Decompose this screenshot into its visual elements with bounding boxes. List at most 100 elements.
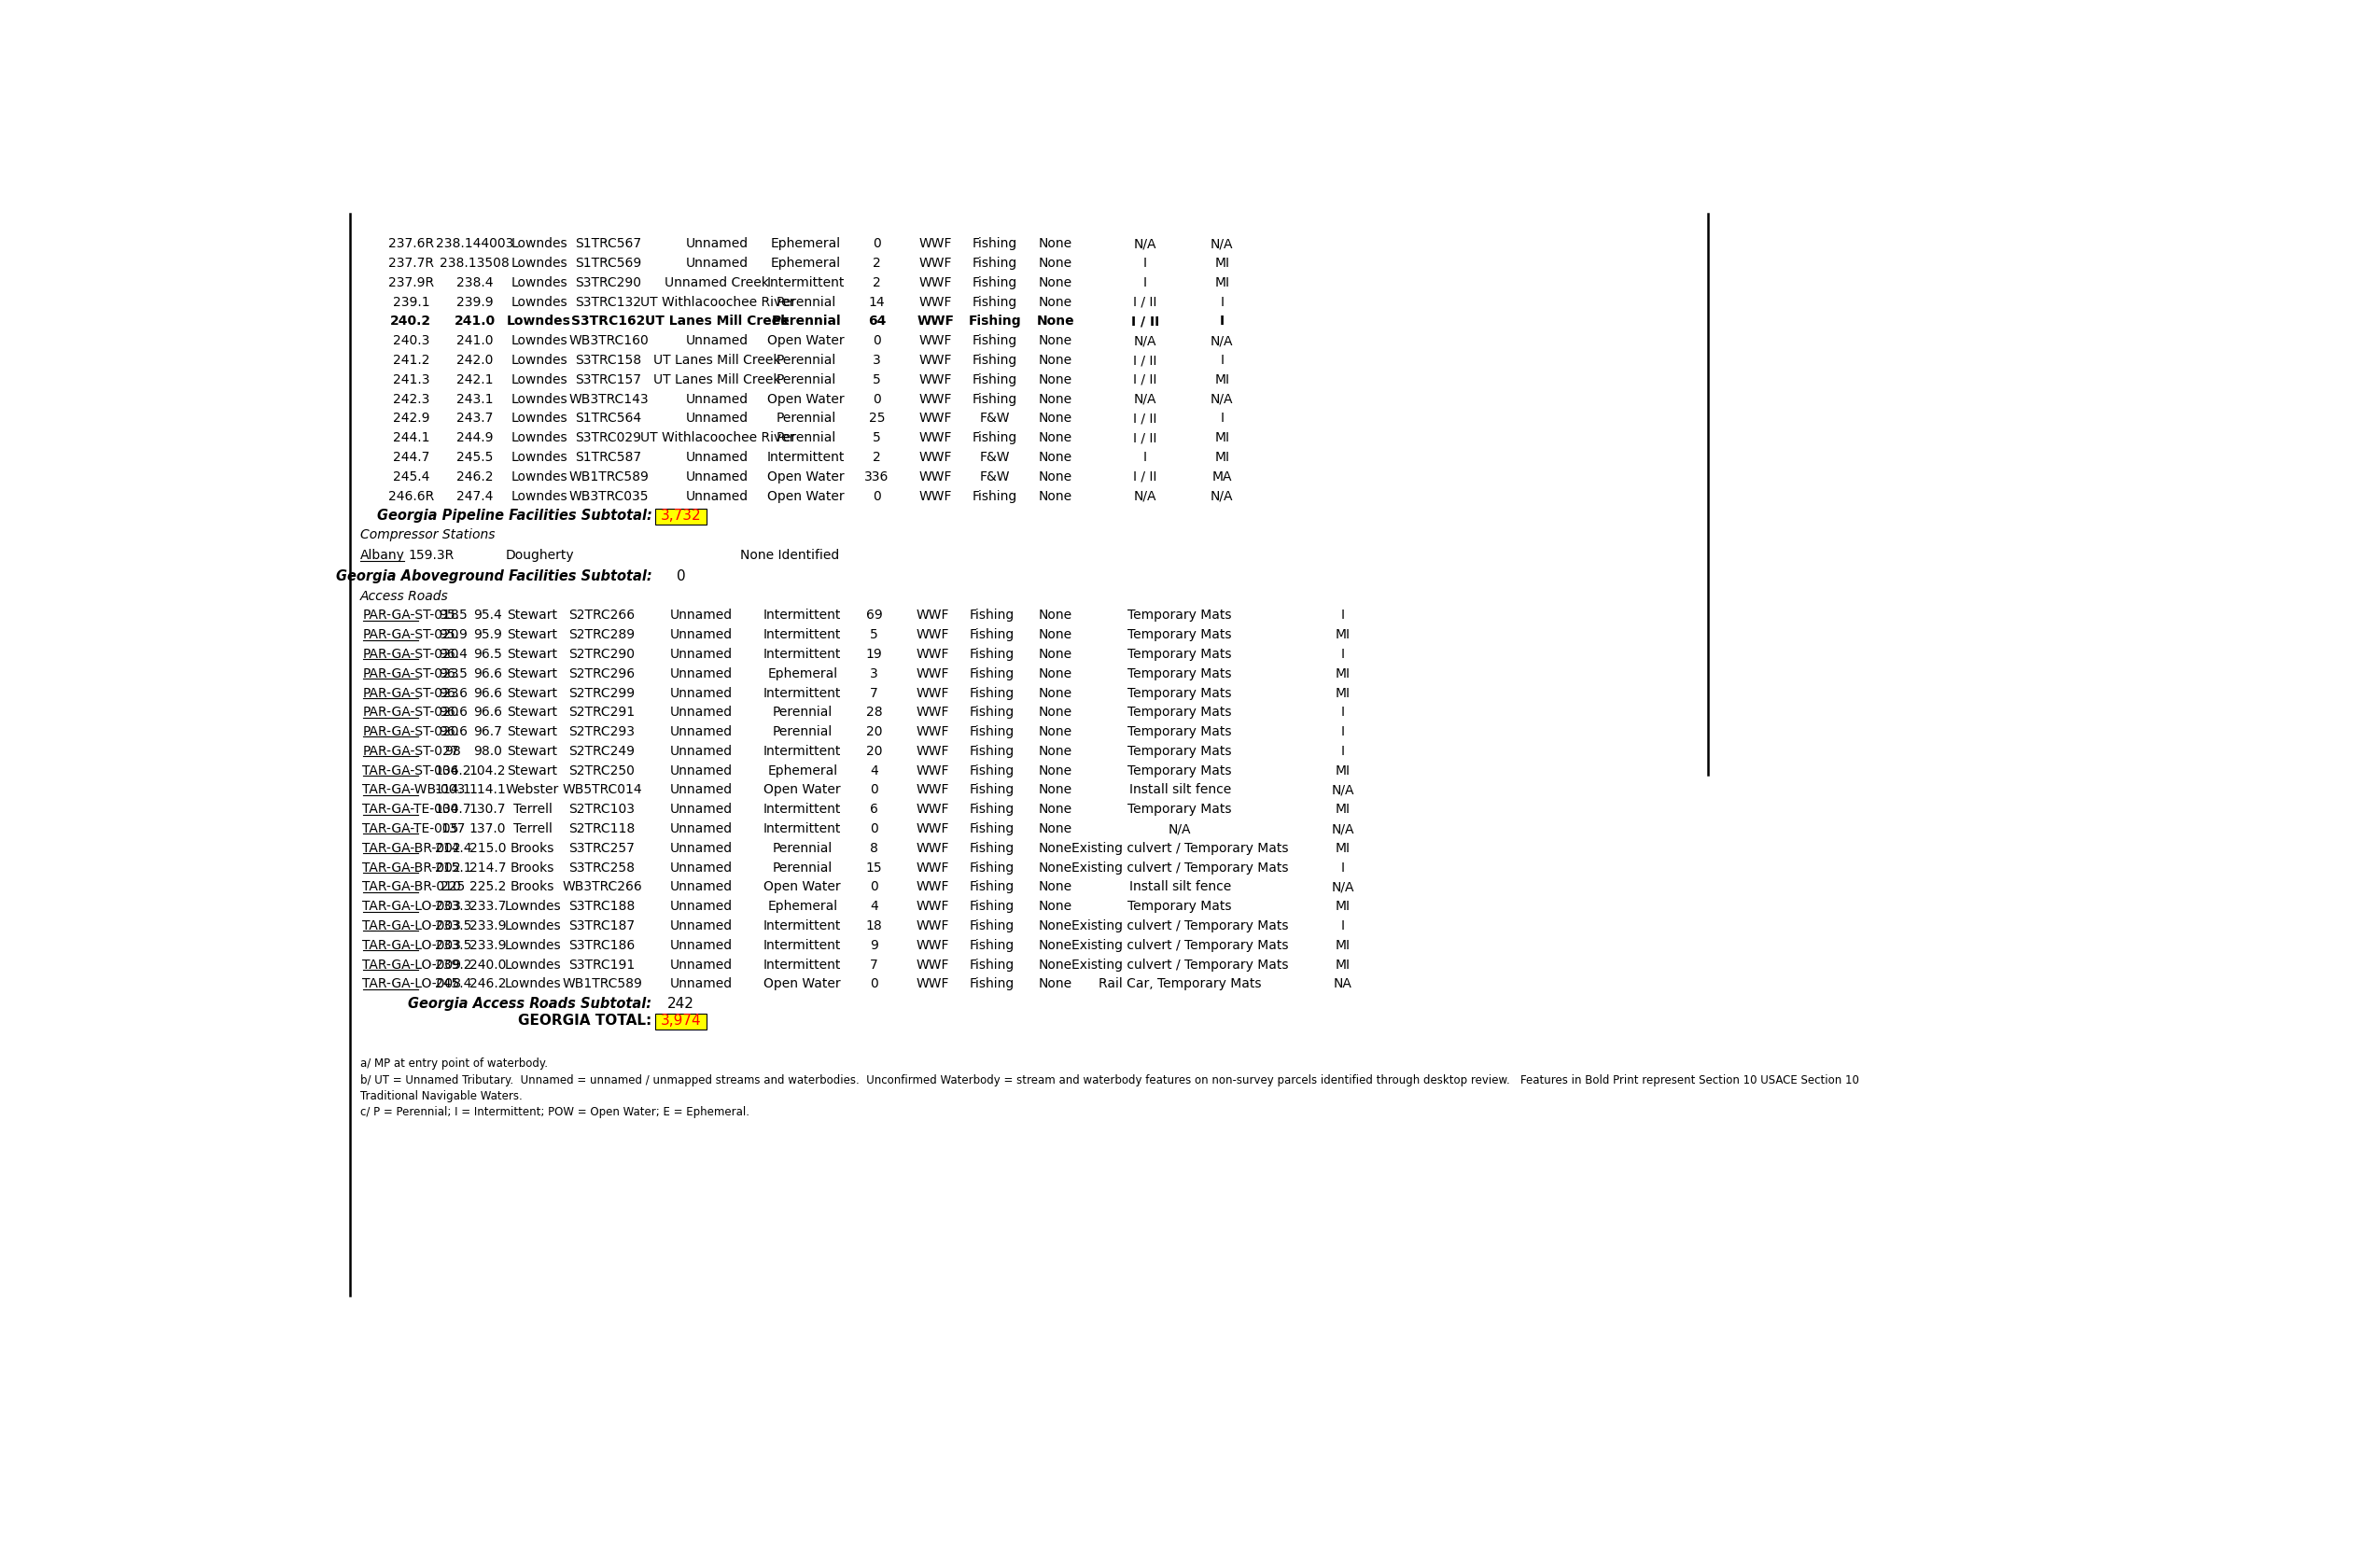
Text: S3TRC187: S3TRC187: [569, 920, 635, 932]
Text: Unnamed: Unnamed: [685, 452, 747, 464]
Text: S2TRC296: S2TRC296: [569, 667, 635, 680]
Text: 95.9: 95.9: [474, 629, 502, 641]
Text: None: None: [1038, 609, 1073, 623]
Text: Lowndes: Lowndes: [512, 276, 566, 290]
Text: Existing culvert / Temporary Mats: Existing culvert / Temporary Mats: [1071, 938, 1288, 952]
Text: Lowndes: Lowndes: [505, 977, 562, 991]
Text: 238.144003: 238.144003: [436, 237, 514, 250]
Text: 96.6: 96.6: [474, 706, 502, 720]
Text: WWF: WWF: [916, 686, 950, 700]
Text: TAR-GA-TE-005: TAR-GA-TE-005: [362, 823, 459, 835]
Text: 4: 4: [871, 764, 878, 777]
Text: 20: 20: [866, 744, 883, 758]
Text: Intermittent: Intermittent: [764, 744, 840, 758]
Text: None: None: [1038, 959, 1073, 971]
Text: None: None: [1038, 490, 1073, 502]
Text: Fishing: Fishing: [969, 938, 1014, 952]
Text: 98.0: 98.0: [474, 744, 502, 758]
Text: I: I: [1142, 276, 1147, 290]
Text: Perennial: Perennial: [774, 861, 833, 874]
Text: Unnamed: Unnamed: [669, 900, 733, 912]
Text: S2TRC249: S2TRC249: [569, 744, 635, 758]
Text: 98: 98: [445, 744, 462, 758]
Text: Ephemeral: Ephemeral: [771, 237, 840, 250]
Text: 96.6: 96.6: [438, 726, 466, 738]
Text: WB1TRC589: WB1TRC589: [562, 977, 643, 991]
Text: Perennial: Perennial: [774, 706, 833, 720]
Text: I / II: I / II: [1133, 373, 1157, 387]
Text: None: None: [1038, 880, 1073, 894]
Text: 244.9: 244.9: [457, 431, 493, 444]
Text: Lowndes: Lowndes: [505, 900, 562, 912]
Text: 241.2: 241.2: [393, 354, 428, 367]
Text: 2: 2: [873, 452, 881, 464]
Text: Unnamed: Unnamed: [685, 470, 747, 484]
Text: Intermittent: Intermittent: [764, 647, 840, 661]
Text: 225: 225: [440, 880, 464, 894]
Text: Intermittent: Intermittent: [766, 452, 845, 464]
Text: TAR-GA-LO-003: TAR-GA-LO-003: [362, 938, 462, 952]
Text: Fishing: Fishing: [969, 667, 1014, 680]
Text: S3TRC188: S3TRC188: [569, 900, 635, 912]
Text: 130.7: 130.7: [469, 803, 507, 817]
Text: I: I: [1219, 314, 1223, 328]
Text: Unnamed Creek: Unnamed Creek: [664, 276, 769, 290]
Text: None: None: [1038, 686, 1073, 700]
Text: Unnamed: Unnamed: [669, 920, 733, 932]
Text: N/A: N/A: [1330, 783, 1354, 797]
Text: Unnamed: Unnamed: [669, 841, 733, 855]
Text: 242: 242: [666, 997, 695, 1011]
Text: None: None: [1038, 373, 1073, 387]
Text: 233.5: 233.5: [436, 920, 471, 932]
Text: None: None: [1038, 783, 1073, 797]
Text: Fishing: Fishing: [969, 706, 1014, 720]
Text: MI: MI: [1335, 667, 1349, 680]
Text: 159.3R: 159.3R: [409, 549, 455, 562]
Text: I: I: [1221, 296, 1223, 308]
Text: 242.1: 242.1: [457, 373, 493, 387]
Text: WWF: WWF: [919, 237, 952, 250]
Text: 0: 0: [873, 237, 881, 250]
Text: Ephemeral: Ephemeral: [771, 257, 840, 270]
Text: 233.9: 233.9: [469, 920, 507, 932]
Text: None: None: [1038, 334, 1073, 347]
Text: Lowndes: Lowndes: [512, 470, 566, 484]
Text: Existing culvert / Temporary Mats: Existing culvert / Temporary Mats: [1071, 861, 1288, 874]
Text: 96.6: 96.6: [474, 667, 502, 680]
Text: Unnamed: Unnamed: [669, 609, 733, 623]
Text: Perennial: Perennial: [776, 354, 835, 367]
Text: PAR-GA-ST-020: PAR-GA-ST-020: [362, 647, 459, 661]
Text: WB3TRC143: WB3TRC143: [569, 393, 647, 405]
Text: 247.4: 247.4: [457, 490, 493, 502]
Text: I / II: I / II: [1133, 431, 1157, 444]
Text: Fishing: Fishing: [969, 861, 1014, 874]
Text: 0: 0: [873, 490, 881, 502]
Text: Intermittent: Intermittent: [764, 686, 840, 700]
Text: 0: 0: [871, 823, 878, 835]
Text: WWF: WWF: [919, 296, 952, 308]
Text: Unnamed: Unnamed: [669, 861, 733, 874]
Text: Lowndes: Lowndes: [512, 431, 566, 444]
Text: Fishing: Fishing: [969, 900, 1014, 912]
Text: c/ P = Perennial; I = Intermittent; POW = Open Water; E = Ephemeral.: c/ P = Perennial; I = Intermittent; POW …: [359, 1106, 750, 1119]
Text: Traditional Navigable Waters.: Traditional Navigable Waters.: [359, 1089, 524, 1102]
Text: UT Lanes Mill Creek: UT Lanes Mill Creek: [645, 314, 790, 328]
Text: TAR-GA-LO-009: TAR-GA-LO-009: [362, 959, 462, 971]
Text: None: None: [1038, 706, 1073, 720]
Text: None: None: [1038, 314, 1073, 328]
Text: Unnamed: Unnamed: [669, 823, 733, 835]
Text: WWF: WWF: [916, 667, 950, 680]
Text: Temporary Mats: Temporary Mats: [1128, 609, 1233, 623]
Text: Stewart: Stewart: [507, 764, 557, 777]
Text: WWF: WWF: [916, 744, 950, 758]
Text: Brooks: Brooks: [509, 880, 555, 894]
Text: N/A: N/A: [1211, 334, 1233, 347]
Text: 96.6: 96.6: [438, 706, 466, 720]
Text: Lowndes: Lowndes: [512, 393, 566, 405]
Text: 7: 7: [871, 686, 878, 700]
Text: Fishing: Fishing: [969, 803, 1014, 817]
Text: Temporary Mats: Temporary Mats: [1128, 686, 1233, 700]
Text: Stewart: Stewart: [507, 726, 557, 738]
Text: None Identified: None Identified: [740, 549, 838, 562]
Text: S3TRC157: S3TRC157: [576, 373, 643, 387]
